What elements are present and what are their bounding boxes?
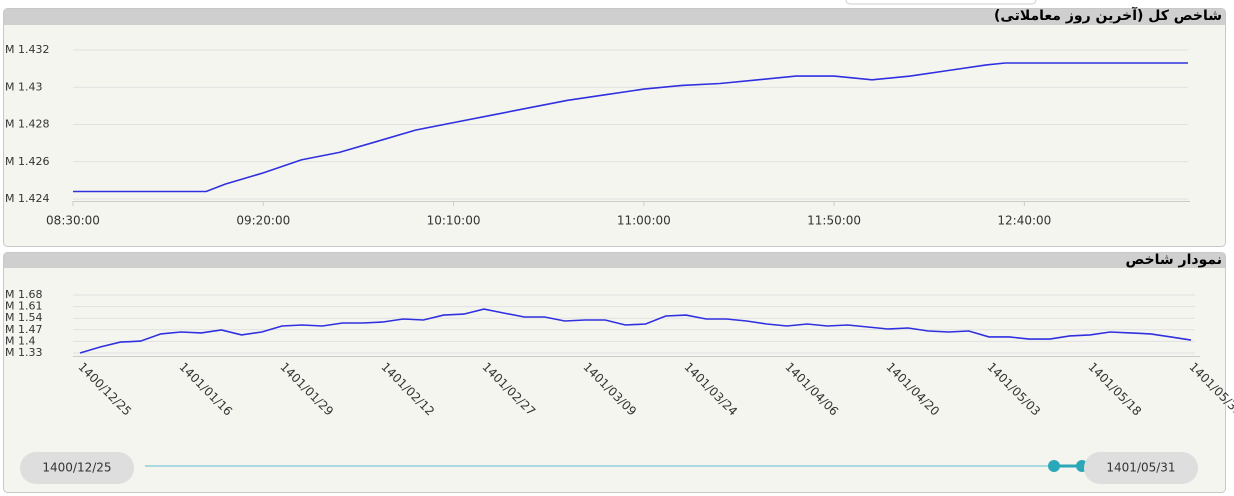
y-tick-label: M 1.428 [5, 118, 49, 131]
x-tick-label: 08:30:00 [46, 214, 100, 228]
panel [3, 252, 1226, 493]
line [79, 308, 1192, 354]
range-handle[interactable] [1048, 460, 1060, 472]
y-tick-label: M 1.4 [5, 334, 35, 347]
y-tick-label: M 1.47 [5, 323, 42, 336]
x-tick-label: 11:00:00 [617, 214, 671, 228]
y-tick-label: M 1.432 [5, 43, 49, 56]
x-tick-label: 09:20:00 [236, 214, 290, 228]
y-tick-label: M 1.61 [5, 300, 42, 313]
range-end[interactable] [1084, 452, 1198, 484]
chart-title: نمودار شاخص [1125, 252, 1222, 268]
y-tick-label: M 1.43 [5, 80, 42, 93]
x-tick-label: 12:40:00 [997, 214, 1051, 228]
range-start-label: 1400/12/25 [42, 461, 111, 475]
y-tick-label: M 1.424 [5, 192, 49, 205]
line [73, 62, 1188, 193]
panel-header [4, 9, 1225, 25]
x-tick-label: 10:10:00 [427, 214, 481, 228]
y-tick-label: M 1.54 [5, 311, 42, 324]
y-tick-label: M 1.426 [5, 155, 49, 168]
range-start[interactable] [20, 452, 134, 484]
range-end-label: 1401/05/31 [1106, 461, 1175, 475]
panel-header [4, 253, 1225, 268]
y-tick-label: M 1.33 [5, 346, 42, 359]
x-tick-label: 11:50:00 [807, 214, 861, 228]
chart-title: شاخص کل (آخرین روز معاملاتی) [994, 8, 1222, 24]
panel [3, 8, 1226, 247]
tab [845, 0, 1037, 5]
y-tick-label: M 1.68 [5, 288, 42, 301]
